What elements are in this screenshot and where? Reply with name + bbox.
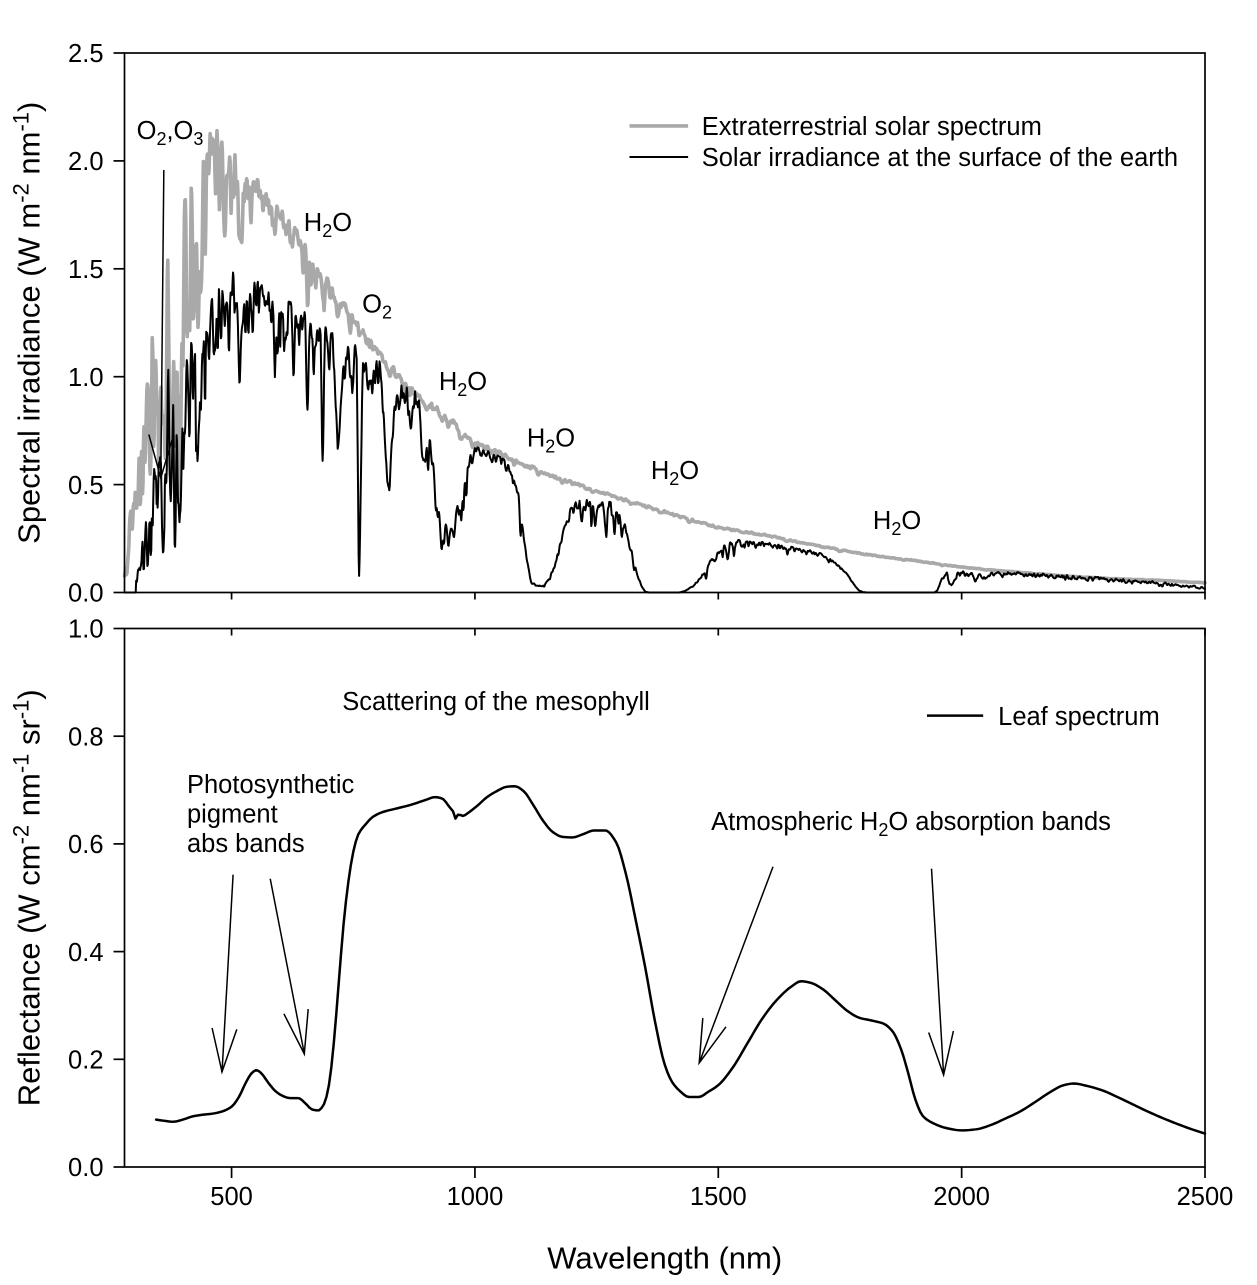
series-irradiance-1 [123, 271, 1206, 594]
annotation-o2: O2 [362, 290, 392, 322]
y-tick-label: 2.5 [68, 40, 103, 68]
panel-reflectance: 0.0 0.2 0.4 0.6 0.8 1.0 500 1000 1500 2000 2500 Ref… [9, 616, 1234, 1211]
atm-arrow-2 [927, 868, 955, 1078]
pigment-arrow-1 [211, 874, 238, 1075]
y-tick-label: 0.5 [68, 472, 103, 500]
series-reflectance-0 [154, 785, 1207, 1135]
plot-frame-irradiance [123, 52, 1206, 594]
annotation-h2o-4: H2O [651, 457, 699, 489]
y-axis-title-reflectance: Reflectance (W cm-2 nm-1 sr-1) [9, 689, 47, 1106]
y-tick-label: 1.5 [68, 256, 103, 284]
y-tick-label: 0.0 [68, 580, 103, 608]
annotation-o2-o3: O2,O3 [137, 117, 204, 149]
series-irradiance-0 [122, 128, 1207, 585]
annotation-scattering: Scattering of the mesophyll [342, 688, 650, 716]
y-tick-label: 0.6 [68, 831, 103, 859]
panel-irradiance: 0.0 0.5 1.0 1.5 2.0 2.5 Spectral irradiance (W… [9, 40, 1207, 608]
y-tick-label: 1.0 [68, 616, 103, 644]
x-axis-title: Wavelength (nm) [547, 1241, 782, 1276]
annotation-h2o-3: H2O [527, 424, 575, 456]
x-tick-label: 1000 [447, 1183, 504, 1211]
legend-label-reflectance-0: Leaf spectrum [998, 703, 1160, 731]
annotation-pigment-line0: Photosynthetic [187, 771, 355, 799]
annotation-h2o-5: H2O [873, 507, 921, 539]
y-tick-label: 2.0 [68, 148, 103, 176]
legend-label-irradiance-0: Extraterrestrial solar spectrum [702, 113, 1042, 141]
annotation-pigment-line2: abs bands [187, 830, 305, 858]
o2-o3-arrow [148, 169, 175, 481]
y-tick-label: 0.2 [68, 1047, 103, 1075]
atm-arrow-1 [698, 866, 774, 1066]
x-tick-label: 2000 [933, 1183, 990, 1211]
annotation-pigment-line1: pigment [187, 800, 278, 828]
y-tick-label: 1.0 [68, 364, 103, 392]
y-tick-label: 0.8 [68, 723, 103, 751]
y-tick-label: 0.0 [68, 1154, 103, 1182]
x-tick-label: 1500 [690, 1183, 747, 1211]
annotation-atm-h2o: Atmospheric H2O absorption bands [711, 808, 1111, 840]
x-tick-label: 2500 [1177, 1183, 1234, 1211]
legend-label-irradiance-1: Solar irradiance at the surface of the e… [702, 144, 1178, 172]
annotation-h2o-2: H2O [439, 368, 487, 400]
plot-frame-reflectance [123, 627, 1206, 1168]
annotation-h2o-1: H2O [304, 209, 352, 241]
x-tick-label: 500 [210, 1183, 253, 1211]
y-tick-label: 0.4 [68, 939, 103, 967]
pigment-arrow-2 [269, 878, 309, 1057]
y-axis-title-irradiance: Spectral irradiance (W m-2 nm-1) [9, 102, 47, 544]
